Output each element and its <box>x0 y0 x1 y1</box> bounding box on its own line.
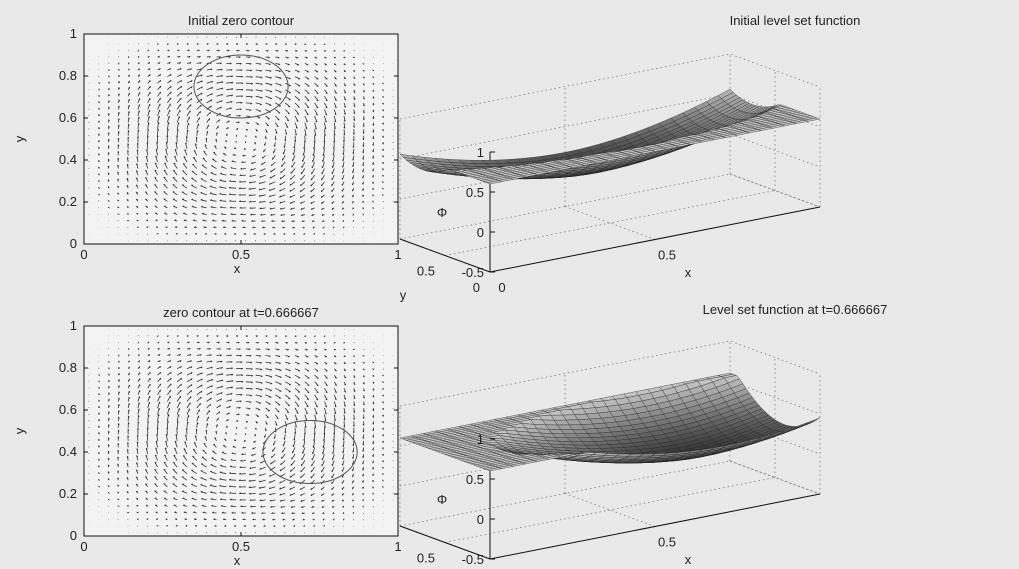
y-tick-label: 0.8 <box>59 68 77 83</box>
y-tick-label: 0.5 <box>417 551 435 566</box>
z-tick-label: 1 <box>477 145 484 160</box>
x-axis-label: x <box>234 261 241 276</box>
y-tick-label: 1 <box>70 318 77 333</box>
x-tick-label: 1 <box>394 247 401 262</box>
chart-title: Level set function at t=0.666667 <box>703 302 888 317</box>
y-tick-label: 0.4 <box>59 152 77 167</box>
y-axis-line <box>399 238 491 273</box>
z-tick-label: 1 <box>477 432 484 447</box>
y-tick-label: 0.2 <box>59 486 77 501</box>
x-tick-label: 0 <box>498 567 505 569</box>
x-tick-label: 0 <box>498 280 505 295</box>
chart-title: Initial level set function <box>730 13 861 28</box>
x-tick-label: 1 <box>394 539 401 554</box>
zero-contour <box>193 54 289 119</box>
y-tick-label: 1 <box>70 26 77 41</box>
y-tick-label: 0.8 <box>59 360 77 375</box>
y-axis-label: y <box>12 427 27 434</box>
y-tick-label: 0 <box>70 528 77 543</box>
surface-panel: Initial level set function-0.500.51Φ0.50… <box>399 13 861 303</box>
x-tick-label: 0.5 <box>232 247 250 262</box>
surface-mesh <box>399 372 821 472</box>
z-axis-label: Φ <box>437 205 447 220</box>
y-tick-label: 0.4 <box>59 444 77 459</box>
y-tick-label: 0.6 <box>59 110 77 125</box>
x-axis-line <box>489 206 821 273</box>
y-tick-label: 0.5 <box>417 264 435 279</box>
y-tick-label: 0 <box>70 236 77 251</box>
zero-contour <box>262 420 358 484</box>
z-tick-label: -0.5 <box>462 265 484 280</box>
y-axis-label: y <box>400 288 407 303</box>
x-tick-label: 0.5 <box>658 535 676 550</box>
z-tick-label: 0.5 <box>466 185 484 200</box>
x-tick-label: 0 <box>80 247 87 262</box>
y-tick-label: 0 <box>473 280 480 295</box>
surface-panel: Level set function at t=0.666667-0.500.5… <box>399 302 888 569</box>
chart-title: Initial zero contour <box>188 13 295 28</box>
x-axis-label: x <box>685 552 692 567</box>
x-tick-label: 0.5 <box>232 539 250 554</box>
quiver-panel: zero contour at t=0.666667 0 0.5 1 0 0.2 0.4 0.… <box>12 305 402 568</box>
y-axis-line <box>399 525 491 560</box>
x-axis-label: x <box>234 553 241 568</box>
x-tick-label: 0 <box>80 539 87 554</box>
x-axis-line <box>489 493 821 560</box>
z-tick-label: 0.5 <box>466 472 484 487</box>
y-axis-label: y <box>12 135 27 142</box>
y-tick-label: 0.2 <box>59 194 77 209</box>
plot-area <box>84 326 398 536</box>
z-tick-label: 0 <box>477 225 484 240</box>
x-axis-label: x <box>685 265 692 280</box>
surface-mesh <box>399 88 821 185</box>
quiver-panel: Initial zero contour 0 0.5 1 0 0.2 0.4 0.6 0.8 1 x… <box>12 13 402 276</box>
y-tick-label: 0 <box>473 567 480 569</box>
z-tick-label: -0.5 <box>462 552 484 567</box>
x-tick-label: 0.5 <box>658 248 676 263</box>
chart-title: zero contour at t=0.666667 <box>163 305 319 320</box>
z-tick-label: 0 <box>477 512 484 527</box>
z-axis-label: Φ <box>437 492 447 507</box>
y-tick-label: 0.6 <box>59 402 77 417</box>
plot-area <box>84 34 398 244</box>
